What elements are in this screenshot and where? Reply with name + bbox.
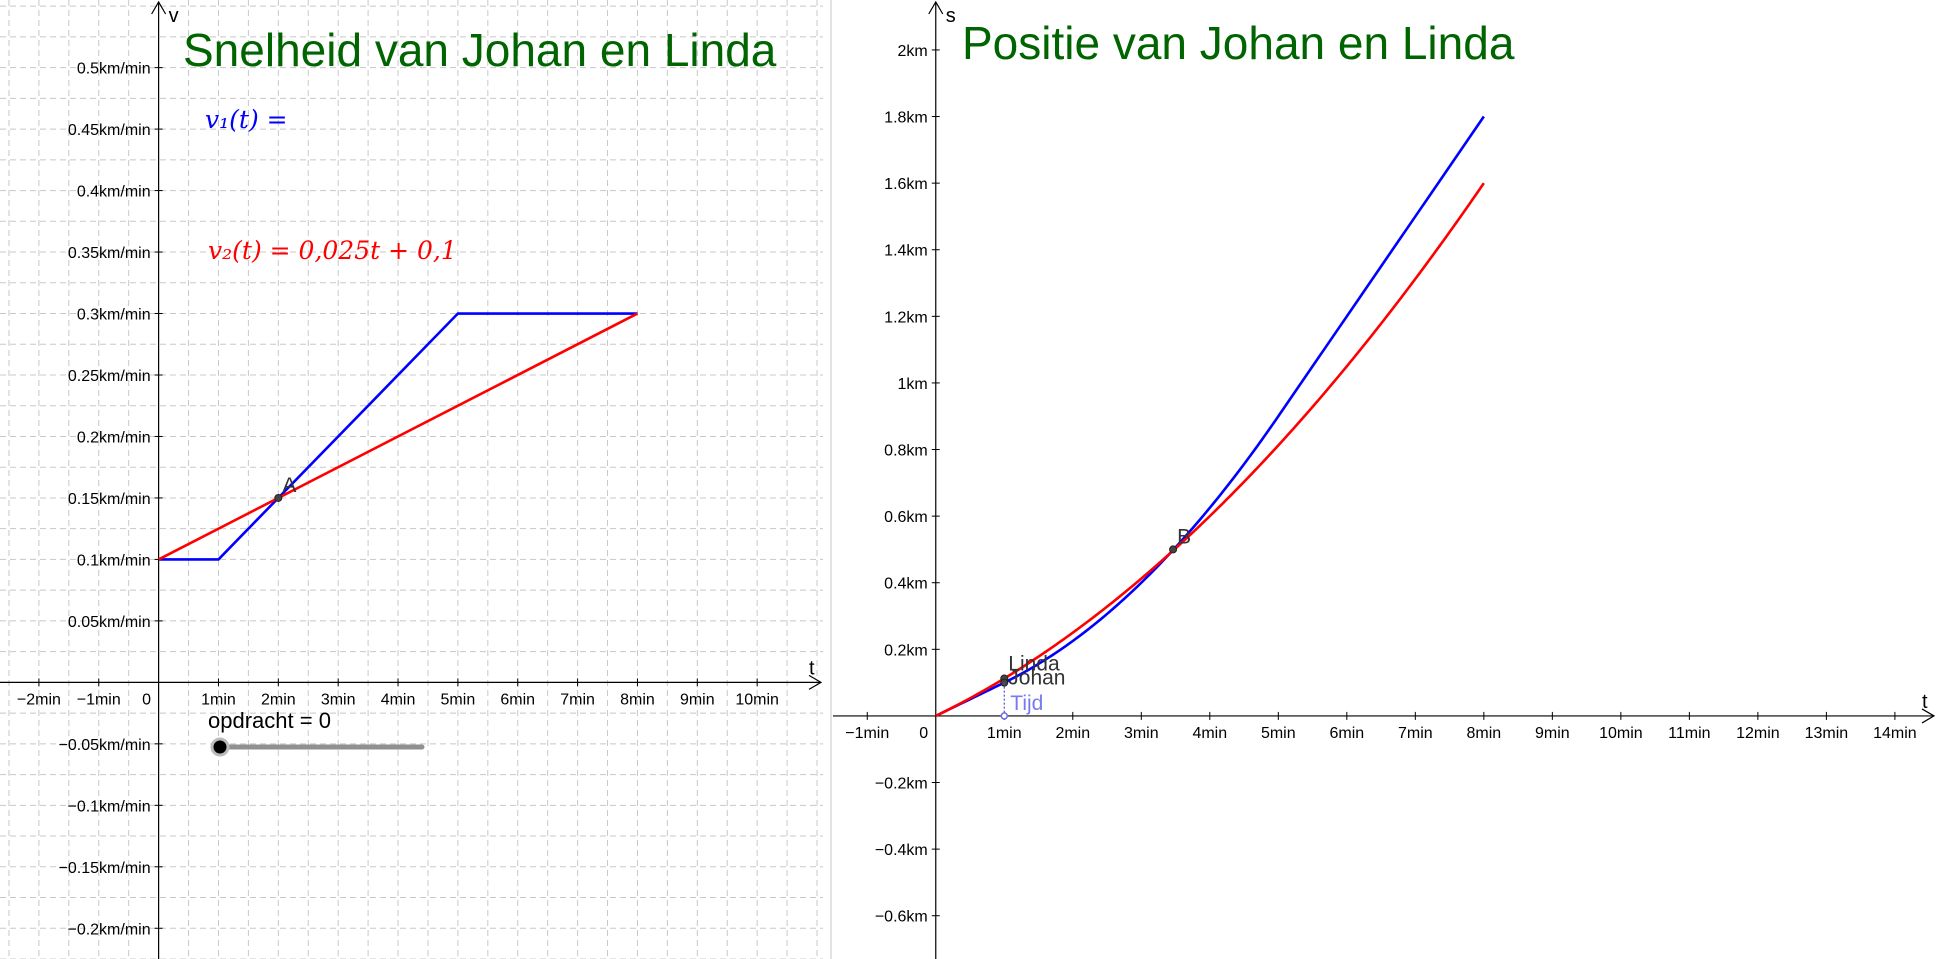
x-tick-label: 12min [1736, 725, 1780, 742]
x-axis-label: t [809, 657, 815, 679]
x-axis-label: t [1922, 691, 1928, 713]
y-tick-label: 0.2km/min [77, 429, 151, 446]
x-tick-label: 6min [1329, 725, 1364, 742]
x-tick-label: 0 [142, 691, 151, 708]
formula-2: v₂(t) = 0,025t + 0,1 [208, 236, 457, 265]
x-axis-arrow [1921, 708, 1936, 724]
x-axis-arrow [808, 674, 823, 690]
x-tick-label: 14min [1873, 725, 1917, 742]
x-tick-label: 4min [1192, 725, 1227, 742]
y-tick-label: 0.05km/min [68, 614, 151, 631]
y-tick-label: 1km [898, 376, 928, 393]
tijd-point [1000, 712, 1009, 720]
x-tick-label: 3min [1124, 725, 1159, 742]
x-tick-label: 4min [381, 691, 416, 708]
x-tick-label: 10min [1599, 725, 1643, 742]
x-tick-label: −1min [77, 691, 121, 708]
x-tick-label: 7min [560, 691, 595, 708]
y-tick-label: 1.6km [884, 176, 928, 193]
y-tick-label: 0.2km [884, 642, 928, 659]
tijd-label: Tijd [1010, 692, 1043, 715]
point-a [274, 493, 283, 502]
x-tick-label: 5min [1261, 725, 1296, 742]
point-label-johan: Johan [1008, 667, 1065, 690]
velocity-chart: t v −2min −1min 0 1min 2min 3min 4min 5min 6min 7mi… [0, 0, 823, 959]
x-tick-label: 8min [1466, 725, 1501, 742]
x-tick-label: 9min [680, 691, 715, 708]
point-b [1169, 545, 1178, 554]
y-tick-label: −0.2km/min [67, 921, 150, 938]
y-tick-label: −0.05km/min [59, 737, 151, 754]
x-tick-label: 3min [321, 691, 356, 708]
x-tick-label: 8min [620, 691, 655, 708]
y-tick-label: −0.2km [875, 776, 928, 793]
y-tick-label: 2km [898, 43, 928, 60]
x-tick-label: 13min [1805, 725, 1849, 742]
x-tick-label: 7min [1398, 725, 1433, 742]
y-tick-label: 0.5km/min [77, 61, 151, 78]
y-tick-label: −0.6km [875, 909, 928, 926]
grid [0, 0, 823, 959]
y-tick-label: 1.2km [884, 309, 928, 326]
slider-label: opdracht = 0 [208, 708, 331, 733]
x-tick-label: −1min [845, 725, 889, 742]
y-tick-label: 1.4km [884, 243, 928, 260]
y-tick-label: 0.25km/min [68, 368, 151, 385]
point-label-b: B [1177, 525, 1191, 548]
y-axis-arrow [928, 0, 944, 15]
y-tick-label: −0.15km/min [59, 860, 151, 877]
y-tick-label: −0.1km/min [67, 798, 150, 815]
y-tick-label: 0.4km [884, 576, 928, 593]
y-tick-label: 0.45km/min [68, 122, 151, 139]
x-tick-label: 11min [1668, 725, 1710, 742]
y-axis-label: v [169, 5, 179, 27]
y-tick-label: 0.3km/min [77, 307, 151, 324]
point-label-a: A [282, 474, 296, 497]
velocity-series-2 [158, 312, 639, 561]
y-tick-label: −0.4km [875, 842, 928, 859]
x-tick-label: 2min [261, 691, 296, 708]
y-tick-label: 1.8km [884, 110, 928, 127]
velocity-series-1 [158, 312, 638, 561]
x-tick-label: 0 [919, 725, 928, 742]
formula-1: v₁(t) = [205, 105, 288, 134]
y-tick-label: 0.1km/min [77, 552, 151, 569]
x-tick-label: 9min [1535, 725, 1570, 742]
position-chart: t s −1min 0 1min 2min 3min 4min 5min 6min 7min 8min… [833, 0, 1936, 959]
y-tick-label: 0.15km/min [68, 491, 151, 508]
y-tick-label: 0.35km/min [68, 245, 151, 262]
x-tick-label: −2min [17, 691, 61, 708]
x-tick-label: 1min [201, 691, 236, 708]
x-tick-label: 2min [1055, 725, 1090, 742]
x-tick-label: 1min [987, 725, 1022, 742]
chart-title: Positie van Johan en Linda [962, 17, 1515, 69]
x-tick-label: 5min [441, 691, 476, 708]
position-series-2 [935, 182, 1485, 718]
y-axis-label: s [946, 5, 956, 27]
opdracht-slider[interactable] [210, 737, 425, 757]
y-tick-label: 0.4km/min [77, 184, 151, 201]
position-series-1 [935, 115, 1485, 718]
y-tick-label: 0.6km [884, 509, 928, 526]
y-axis-arrow [151, 0, 167, 15]
point-label-linda: Linda [1008, 652, 1060, 675]
x-tick-label: 6min [500, 691, 535, 708]
x-tick-label: 10min [735, 691, 779, 708]
y-tick-label: 0.8km [884, 443, 928, 460]
slider-handle[interactable] [210, 737, 230, 757]
chart-title: Snelheid van Johan en Linda [183, 24, 777, 76]
